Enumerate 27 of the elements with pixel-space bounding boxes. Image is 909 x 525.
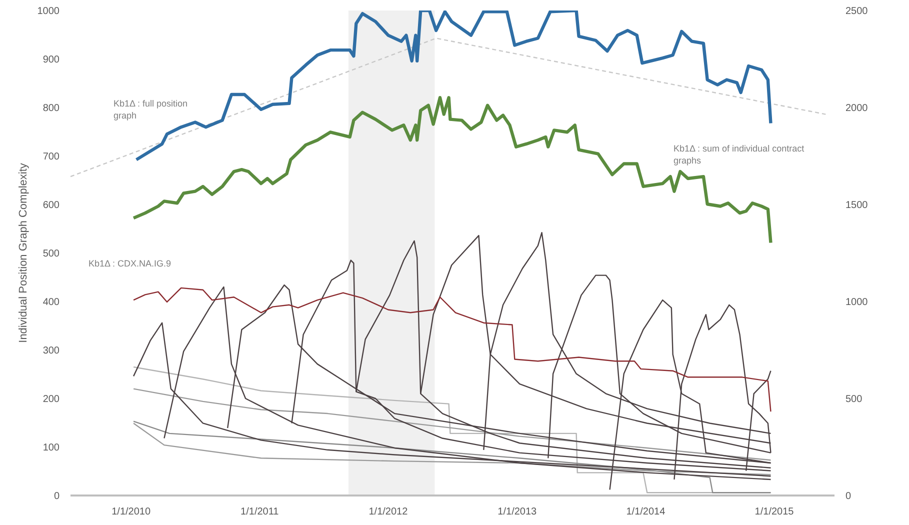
- y-tick-label: 1000: [37, 6, 60, 17]
- y-tick-label: 400: [42, 297, 60, 308]
- y-tick-label: 700: [42, 152, 60, 162]
- y2-tick-label: 0: [846, 491, 852, 502]
- annotation: Kb1Δ : sum of individual contract graphs: [674, 144, 805, 166]
- annotation: Kb1Δ : CDX.NA.IG.9: [88, 258, 172, 268]
- annotation: Kb1Δ : full position graph: [114, 98, 188, 120]
- y2-tick-label: 2500: [846, 6, 868, 17]
- y-tick-label: 100: [42, 442, 60, 454]
- x-tick-label: 1/1/2011: [240, 506, 280, 518]
- y2-tick-label: 1500: [846, 200, 868, 211]
- x-tick-label: 1/1/2012: [368, 506, 408, 518]
- y-tick-label: 200: [42, 394, 60, 405]
- y-tick-label: 900: [42, 54, 60, 66]
- y-tick-label: 600: [42, 200, 60, 211]
- y-tick-label: 300: [42, 346, 60, 356]
- x-tick-label: 1/1/2014: [626, 506, 666, 518]
- y-axis-title: Individual Position Graph Complexity: [17, 162, 30, 343]
- y-tick-label: 0: [54, 491, 60, 502]
- x-tick-label: 1/1/2013: [498, 506, 538, 518]
- y2-tick-label: 2000: [846, 103, 868, 114]
- y-tick-label: 500: [42, 248, 60, 260]
- y2-tick-label: 1000: [846, 297, 868, 308]
- x-tick-label: 1/1/2010: [112, 506, 151, 518]
- y-tick-label: 800: [42, 103, 60, 114]
- y2-tick-label: 500: [846, 394, 863, 405]
- x-tick-label: 1/1/2015: [754, 506, 794, 518]
